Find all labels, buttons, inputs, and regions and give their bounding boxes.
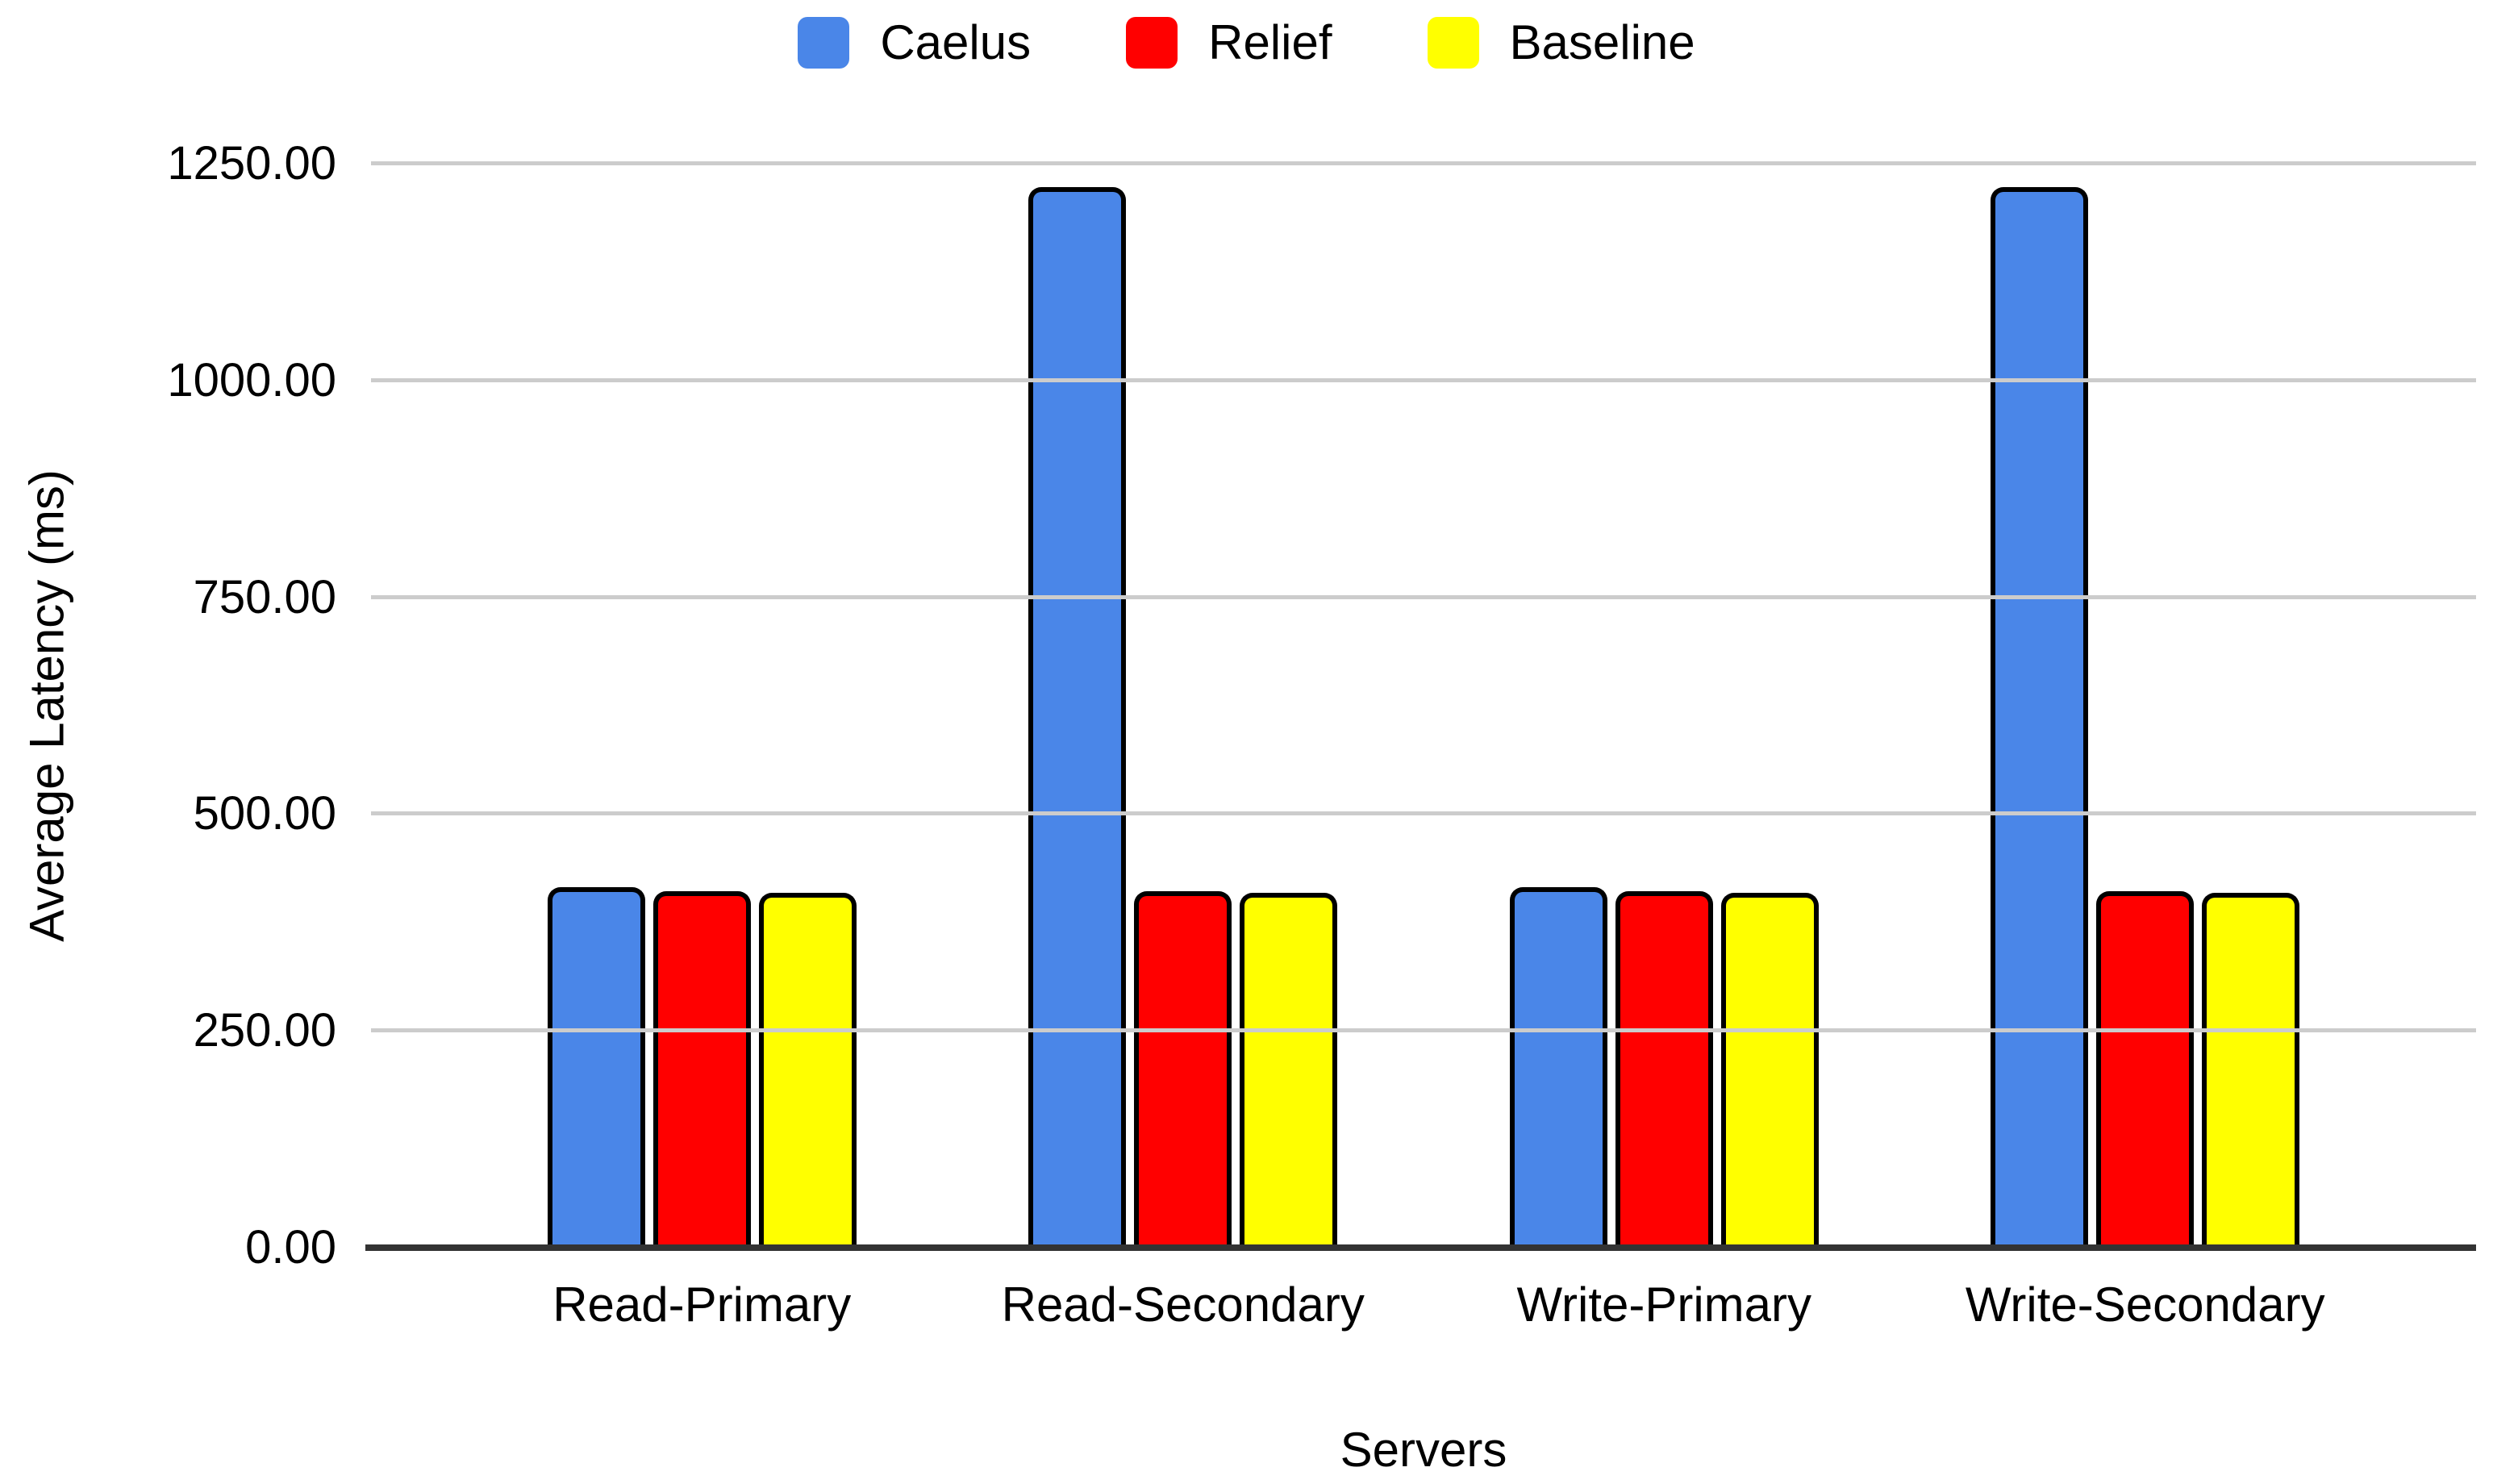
- x-axis-title: Servers: [1340, 1423, 1507, 1477]
- legend-label: Relief: [1208, 15, 1332, 69]
- legend-item: Caelus: [798, 16, 1031, 69]
- x-category-label: Write-Primary: [1516, 1278, 1812, 1332]
- y-tick-label: 750.00: [193, 570, 336, 623]
- legend-label: Caelus: [880, 15, 1032, 69]
- bar-relief: [2096, 891, 2195, 1248]
- bar-caelus: [547, 886, 645, 1248]
- bar-relief: [1615, 891, 1713, 1248]
- gridline: [371, 161, 2476, 165]
- bar-baseline: [2202, 893, 2300, 1248]
- legend-item: Baseline: [1427, 15, 1695, 69]
- y-tick-label: 250.00: [193, 1004, 336, 1057]
- gridline: [371, 1028, 2476, 1033]
- bar-caelus: [1028, 187, 1127, 1248]
- gridline: [371, 594, 2476, 599]
- legend-item: Relief: [1126, 16, 1332, 69]
- x-axis-line: [365, 1244, 2476, 1251]
- bar-baseline: [1240, 893, 1338, 1248]
- bar-relief: [652, 891, 751, 1248]
- legend-swatch-caelus: [798, 17, 850, 69]
- bar-baseline: [1720, 893, 1819, 1248]
- y-tick-label: 0.00: [245, 1221, 336, 1273]
- legend-swatch-relief: [1126, 17, 1178, 69]
- category-group-write-primary: [1424, 164, 1905, 1248]
- gridline: [371, 811, 2476, 816]
- category-group-write-secondary: [1905, 164, 2387, 1248]
- x-category-label: Read-Primary: [552, 1278, 852, 1332]
- legend-swatch-baseline: [1427, 17, 1479, 69]
- category-group-read-primary: [461, 164, 943, 1248]
- bar-baseline: [758, 893, 857, 1248]
- plot-area: [365, 161, 2476, 1251]
- y-tick-label: 500.00: [193, 787, 336, 840]
- category-group-read-secondary: [943, 164, 1424, 1248]
- y-tick-label: 1000.00: [167, 353, 336, 406]
- bars-layer: [461, 164, 2386, 1248]
- gridline: [371, 377, 2476, 382]
- bar-caelus: [1509, 886, 1607, 1248]
- x-category-label: Write-Secondary: [1965, 1278, 2325, 1332]
- y-axis-tick-labels: 0.00 250.00 500.00 750.00 1000.00 1250.00: [0, 140, 336, 1271]
- bar-caelus: [1991, 187, 2089, 1248]
- y-tick-label: 1250.00: [167, 137, 336, 190]
- legend-label: Baseline: [1509, 15, 1695, 69]
- bar-relief: [1134, 891, 1232, 1248]
- legend: Caelus Relief Baseline: [0, 16, 2493, 69]
- x-category-label: Read-Secondary: [1001, 1278, 1365, 1332]
- x-axis-category-labels: Read-Primary Read-Secondary Write-Primary W…: [371, 1278, 2476, 1332]
